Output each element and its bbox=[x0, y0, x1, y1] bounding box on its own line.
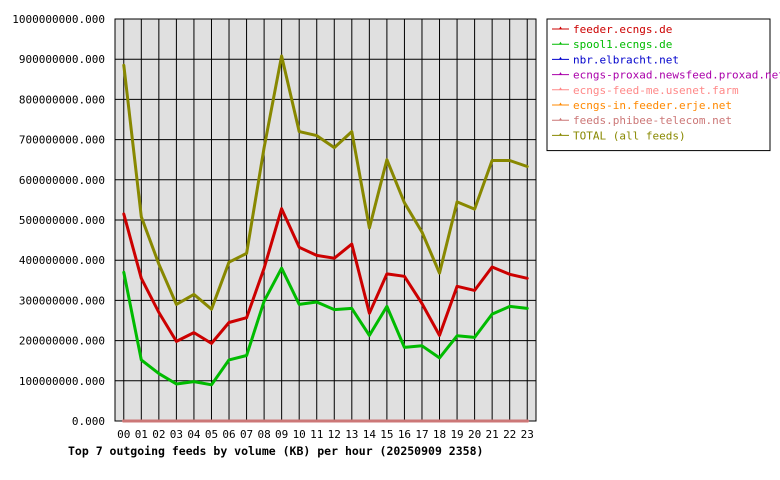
x-tick-label: 09 bbox=[275, 428, 288, 441]
y-tick-label: 600000000.000 bbox=[19, 174, 105, 187]
legend-marker bbox=[559, 56, 562, 60]
legend-label: ecngs-feed-me.usenet.farm bbox=[573, 84, 739, 97]
legend-marker bbox=[559, 132, 562, 136]
legend-label: ecngs-in.feeder.erje.net bbox=[573, 99, 732, 112]
legend-label: spool1.ecngs.de bbox=[573, 38, 672, 51]
legend-marker bbox=[559, 72, 562, 75]
y-tick-label: 400000000.000 bbox=[19, 254, 105, 267]
x-tick-label: 14 bbox=[363, 428, 377, 441]
legend-marker bbox=[559, 117, 562, 121]
y-tick-label: 1000000000.000 bbox=[12, 13, 105, 26]
legend-label: feeder.ecngs.de bbox=[573, 23, 672, 36]
legend-label: nbr.elbracht.net bbox=[573, 53, 679, 66]
y-tick-label: 700000000.000 bbox=[19, 134, 105, 147]
legend-label: TOTAL (all feeds) bbox=[573, 129, 686, 142]
x-tick-label: 15 bbox=[380, 428, 393, 441]
x-tick-label: 22 bbox=[503, 428, 516, 441]
y-tick-label: 200000000.000 bbox=[19, 335, 105, 348]
x-tick-label: 02 bbox=[152, 428, 165, 441]
x-tick-label: 01 bbox=[135, 428, 148, 441]
x-tick-label: 04 bbox=[187, 428, 201, 441]
legend-label: feeds.phibee-telecom.net bbox=[573, 114, 732, 127]
x-tick-label: 16 bbox=[398, 428, 411, 441]
y-tick-label: 300000000.000 bbox=[19, 294, 105, 307]
x-tick-label: 05 bbox=[205, 428, 218, 441]
series-line bbox=[122, 266, 529, 387]
x-tick-label: 21 bbox=[486, 428, 499, 441]
x-tick-label: 23 bbox=[521, 428, 534, 441]
y-tick-label: 100000000.000 bbox=[19, 375, 105, 388]
x-tick-label: 10 bbox=[293, 428, 306, 441]
x-tick-label: 20 bbox=[468, 428, 481, 441]
legend-marker bbox=[559, 41, 562, 45]
x-tick-label: 17 bbox=[415, 428, 428, 441]
chart-title: Top 7 outgoing feeds by volume (KB) per … bbox=[68, 444, 484, 458]
y-tick-label: 0.000 bbox=[72, 415, 105, 428]
y-tick-label: 800000000.000 bbox=[19, 93, 105, 106]
x-tick-label: 13 bbox=[345, 428, 358, 441]
legend-marker bbox=[559, 102, 562, 105]
x-tick-label: 18 bbox=[433, 428, 446, 441]
series-line bbox=[122, 54, 529, 311]
y-tick-label: 500000000.000 bbox=[19, 214, 105, 227]
x-tick-label: 06 bbox=[222, 428, 235, 441]
x-tick-label: 12 bbox=[328, 428, 341, 441]
x-tick-label: 19 bbox=[450, 428, 463, 441]
y-tick-label: 900000000.000 bbox=[19, 53, 105, 66]
x-tick-label: 11 bbox=[310, 428, 323, 441]
x-tick-label: 00 bbox=[117, 428, 130, 441]
legend-marker bbox=[559, 26, 562, 29]
x-tick-label: 07 bbox=[240, 428, 253, 441]
series-line bbox=[122, 207, 529, 345]
legend-marker bbox=[559, 87, 562, 90]
x-tick-label: 03 bbox=[170, 428, 183, 441]
x-tick-label: 08 bbox=[257, 428, 270, 441]
legend-label: ecngs-proxad.newsfeed.proxad.net bbox=[573, 69, 780, 82]
legend-box bbox=[546, 18, 771, 152]
